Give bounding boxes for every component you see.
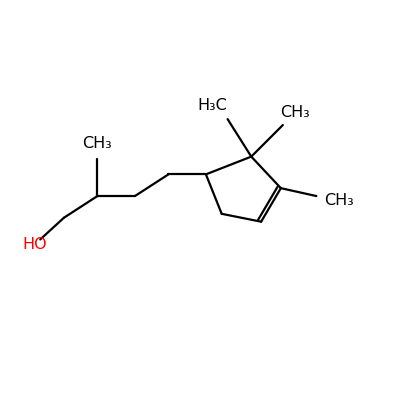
Text: CH₃: CH₃ [280,105,310,120]
Text: HO: HO [22,237,47,252]
Text: CH₃: CH₃ [82,136,112,152]
Text: H₃C: H₃C [197,98,227,113]
Text: CH₃: CH₃ [324,193,354,208]
